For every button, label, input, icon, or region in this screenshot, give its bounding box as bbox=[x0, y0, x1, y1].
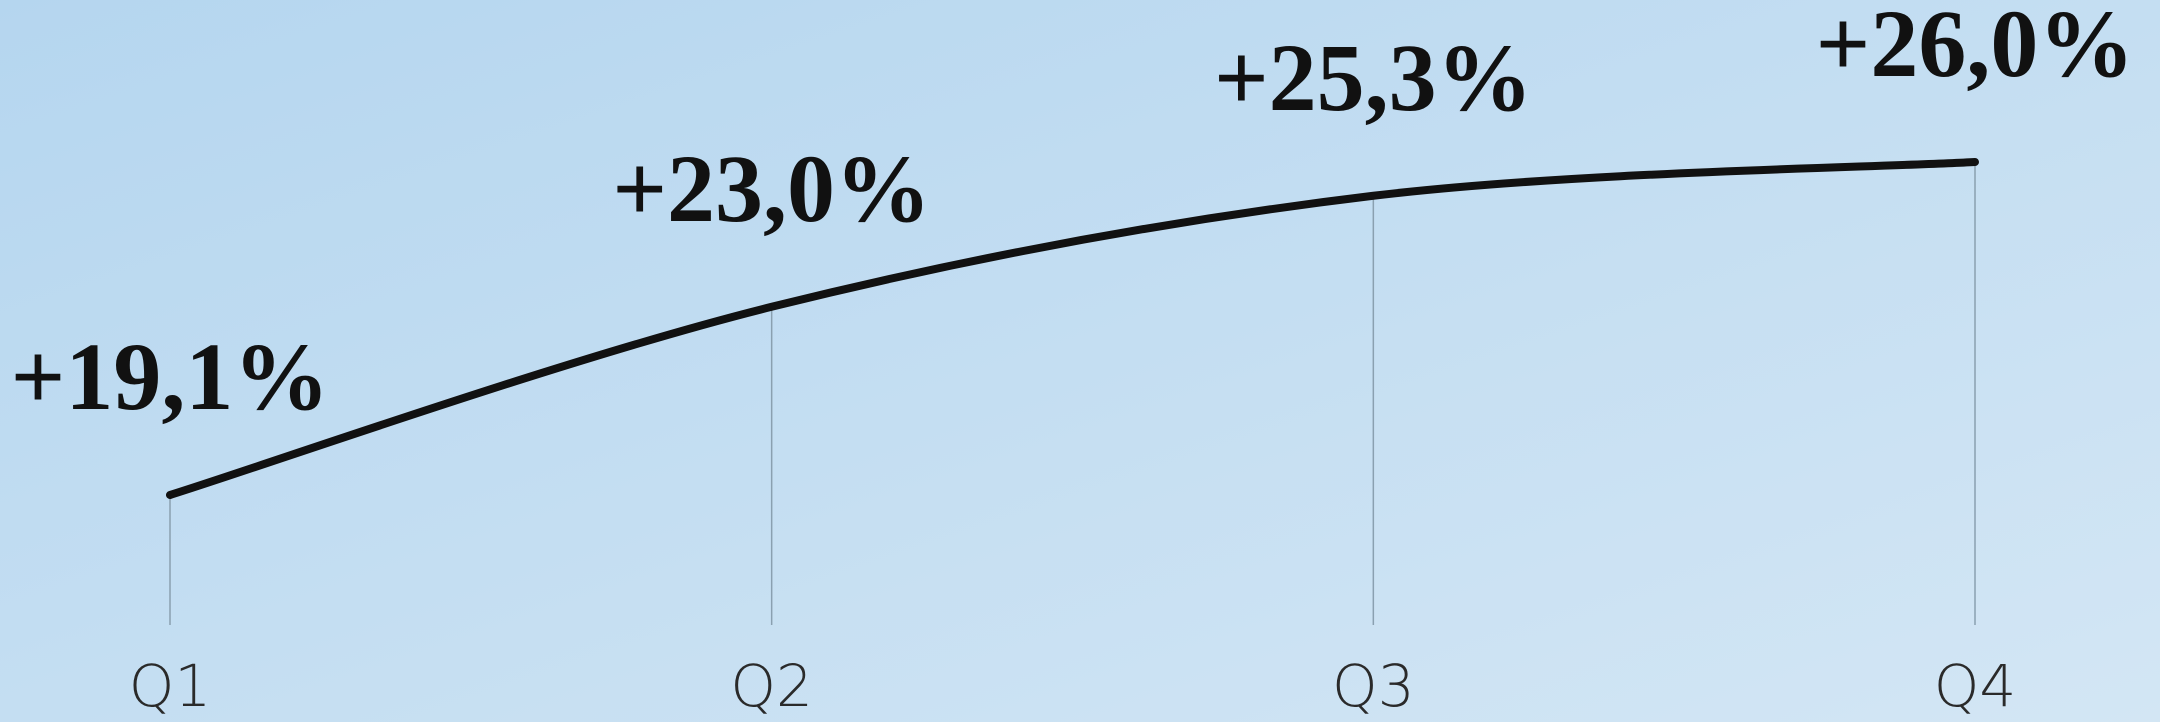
value-label: +25,3% bbox=[1214, 24, 1533, 131]
x-tick-label: Q2 bbox=[730, 652, 813, 720]
plot-area: +19,1% Q1 +23,0% Q2 +25,3% Q3 +26,0% Q4 bbox=[11, 0, 2135, 720]
value-label: +23,0% bbox=[612, 135, 931, 242]
value-label: +26,0% bbox=[1816, 0, 2135, 97]
line bbox=[166, 158, 1979, 499]
x-tick-label: Q4 bbox=[1934, 652, 2017, 720]
x-tick-label: Q1 bbox=[129, 652, 212, 720]
x-tick-label: Q3 bbox=[1332, 652, 1415, 720]
value-label: +19,1% bbox=[11, 323, 330, 430]
